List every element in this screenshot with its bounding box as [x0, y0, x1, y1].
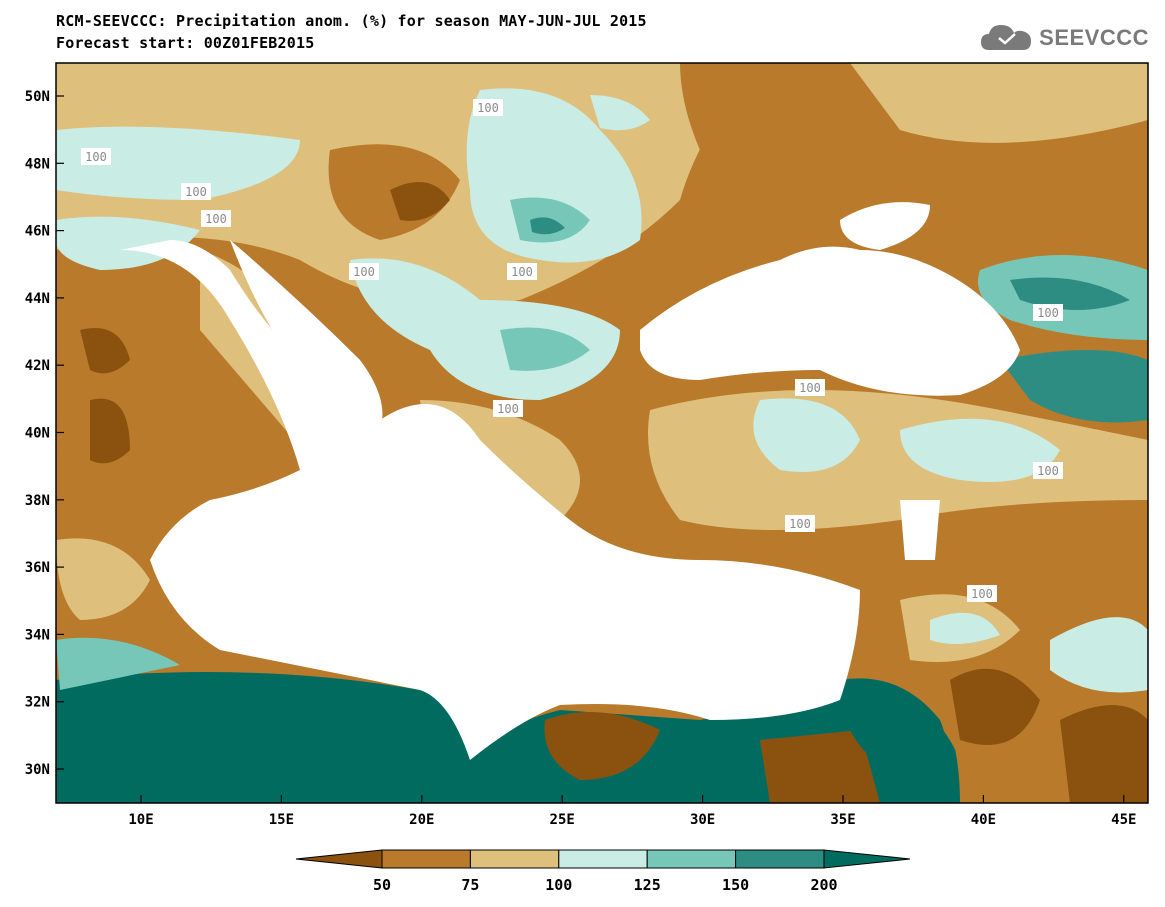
colorbar-label: 150 — [722, 876, 749, 894]
lat-label: 30N — [25, 762, 50, 778]
seevccc-logo: SEEVCCC — [979, 22, 1149, 54]
contour-label: 100 — [511, 265, 533, 279]
lat-label: 50N — [25, 89, 50, 105]
latitude-axis: 50N 48N 46N 44N 42N 40N 38N 36N 34N 32N 30N — [25, 89, 64, 778]
contour-label-bg — [349, 263, 379, 280]
colorbar: 50 75 100 125 150 200 — [295, 849, 911, 894]
contour-label-bg — [967, 585, 997, 602]
colorbar-box — [558, 849, 648, 869]
contour-label: 100 — [497, 402, 519, 416]
lat-label: 36N — [25, 560, 50, 576]
logo-text: SEEVCCC — [1039, 25, 1149, 50]
contour-label-bg — [473, 99, 503, 116]
lat-label: 48N — [25, 156, 50, 172]
lon-label: 40E — [971, 812, 996, 828]
black-sea — [640, 246, 1020, 396]
lon-label: 10E — [128, 812, 153, 828]
contour-label-bg — [1033, 304, 1063, 321]
colorbar-box — [646, 849, 737, 869]
longitude-axis: 10E 15E 20E 25E 30E 35E 40E 45E — [128, 795, 1136, 828]
contour-label-bg — [507, 263, 537, 280]
contour-label-bg — [785, 515, 815, 532]
forecast-start: Forecast start: 00Z01FEB2015 — [56, 34, 315, 52]
contour-label: 100 — [205, 212, 227, 226]
map-title: RCM-SEEVCCC: Precipitation anom. (%) for… — [56, 12, 647, 30]
contour-label: 100 — [789, 517, 811, 531]
contour-label: 100 — [353, 265, 375, 279]
sea-of-azov — [840, 202, 930, 250]
cloud-icon — [981, 25, 1032, 50]
colorbar-label: 75 — [461, 876, 479, 894]
colorbar-label: 50 — [373, 876, 391, 894]
adriatic-sea — [230, 240, 383, 430]
colorbar-box — [735, 849, 825, 869]
colorbar-label: 100 — [545, 876, 572, 894]
contour-label: 100 — [971, 587, 993, 601]
lat-label: 40N — [25, 426, 50, 442]
contour-label-bg — [81, 148, 111, 165]
map-area — [56, 63, 1148, 803]
lat-label: 34N — [25, 627, 50, 643]
contour-label-bg — [201, 210, 231, 227]
colorbar-box — [469, 849, 560, 869]
lon-label: 45E — [1111, 812, 1136, 828]
contour-label: 100 — [1037, 464, 1059, 478]
lat-label: 44N — [25, 291, 50, 307]
contour-label: 100 — [1037, 306, 1059, 320]
colorbar-label: 125 — [634, 876, 661, 894]
lat-label: 46N — [25, 224, 50, 240]
contour-label: 100 — [799, 381, 821, 395]
contour-label: 100 — [185, 185, 207, 199]
contour-label: 100 — [477, 101, 499, 115]
colorbar-arrow-high — [823, 849, 911, 869]
colorbar-box — [381, 849, 471, 869]
contour-label-bg — [181, 183, 211, 200]
lon-label: 35E — [830, 812, 855, 828]
contour-label-bg — [795, 379, 825, 396]
colorbar-label: 200 — [810, 876, 837, 894]
contour-labels: 100 100 100 100 100 100 100 100 100 100 100 100 — [81, 99, 1063, 602]
lat-label: 42N — [25, 358, 50, 374]
lat-label: 38N — [25, 493, 50, 509]
lon-label: 20E — [409, 812, 434, 828]
contour-label-bg — [1033, 462, 1063, 479]
contour-label-bg — [493, 400, 523, 417]
lat-label: 32N — [25, 695, 50, 711]
colorbar-arrow-low — [295, 849, 383, 869]
lon-label: 25E — [550, 812, 575, 828]
contour-label: 100 — [85, 150, 107, 164]
lon-label: 15E — [269, 812, 294, 828]
lon-label: 30E — [690, 812, 715, 828]
